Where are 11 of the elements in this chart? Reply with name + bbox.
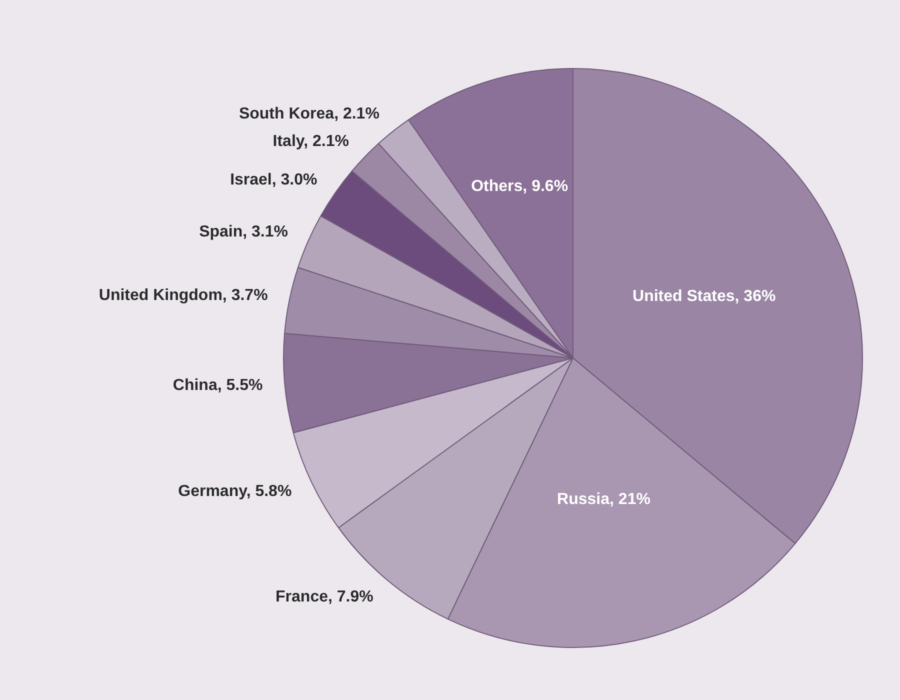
slice-label: United Kingdom, 3.7% (98, 287, 268, 304)
slice-label: Spain, 3.1% (199, 224, 288, 241)
slice-label: South Korea, 2.1% (238, 105, 380, 122)
slice-label: Italy, 2.1% (272, 132, 349, 150)
slice-label: Israel, 3.0% (230, 172, 318, 189)
slice-label: United States, 36% (632, 288, 776, 306)
slice-label: Russia, 21% (557, 490, 650, 508)
slice-label: Germany, 5.8% (178, 483, 292, 500)
slice-label: China, 5.5% (172, 376, 263, 394)
slice-label: France, 7.9% (276, 588, 374, 606)
slice-label: Others, 9.6% (471, 178, 568, 196)
